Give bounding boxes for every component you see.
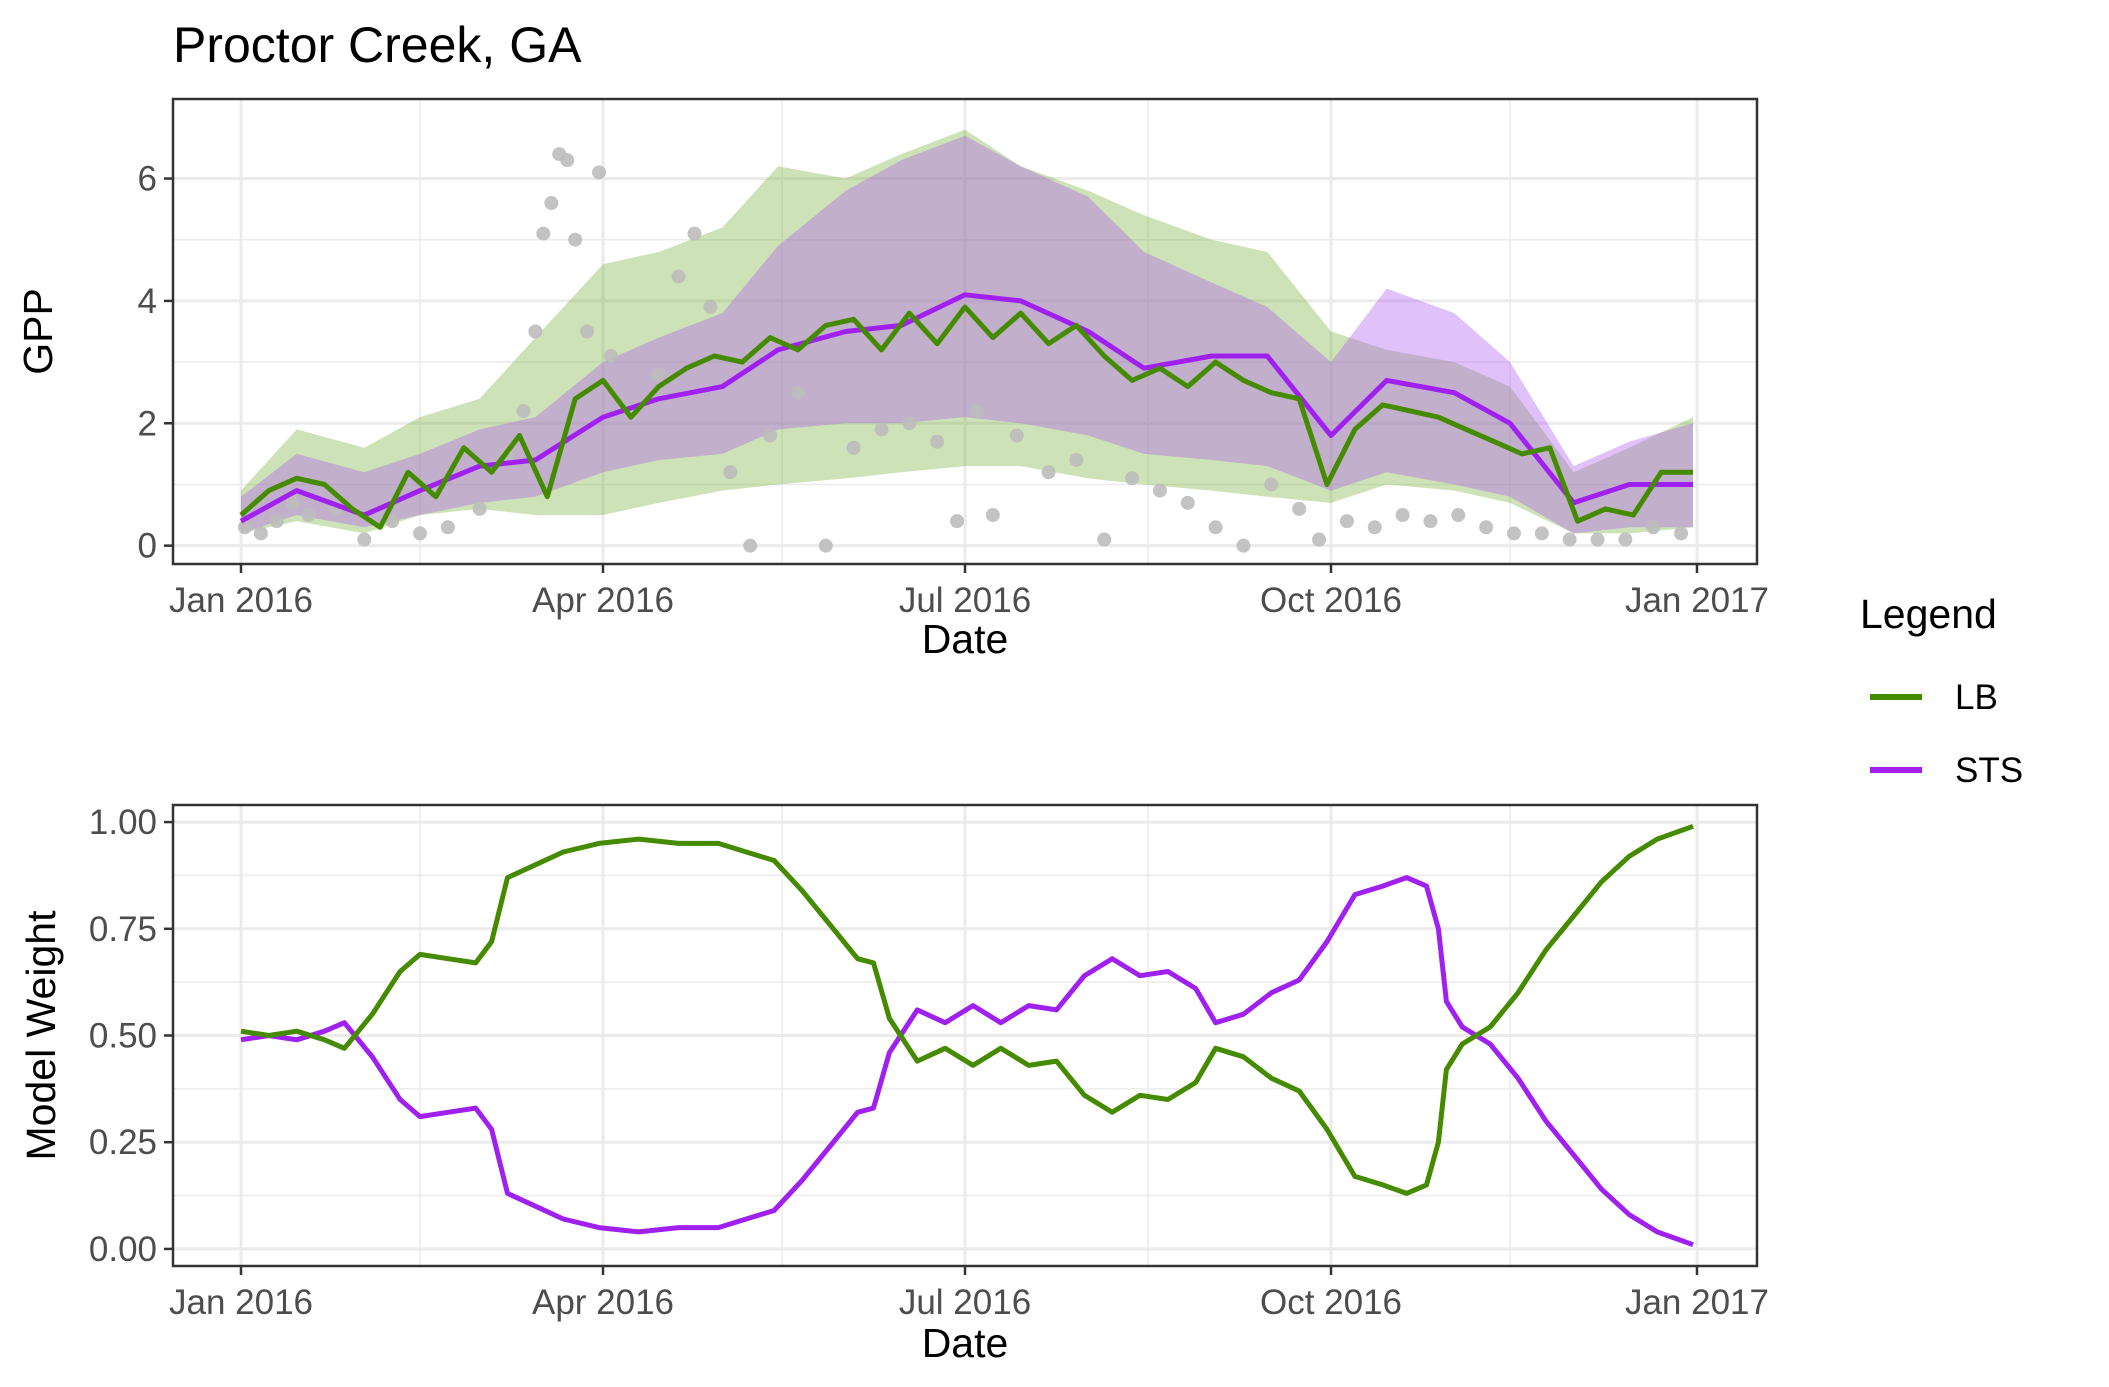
- observed-point: [385, 514, 400, 529]
- observed-point: [969, 404, 984, 419]
- observed-point: [1264, 477, 1279, 492]
- y-tick-label: 0: [138, 527, 157, 566]
- observed-point: [1069, 452, 1084, 467]
- observed-point: [285, 495, 300, 510]
- y-tick-label: 0.75: [89, 910, 157, 949]
- legend-label-lb: LB: [1955, 678, 1998, 717]
- observed-point: [560, 153, 575, 168]
- observed-point: [580, 324, 595, 339]
- x-axis-title: Date: [922, 616, 1009, 662]
- series-line-lb: [240, 823, 1694, 1196]
- observed-point: [544, 196, 559, 211]
- observed-point: [536, 226, 551, 241]
- observed-point: [930, 434, 945, 449]
- series-line-sts: [240, 875, 1694, 1248]
- observed-point: [1674, 526, 1689, 541]
- observed-point: [1367, 520, 1382, 535]
- observed-point: [874, 422, 889, 437]
- observed-point: [1152, 483, 1167, 498]
- legend-label-sts: STS: [1955, 751, 2023, 790]
- observed-point: [301, 508, 316, 523]
- x-tick-label: Apr 2016: [532, 1283, 674, 1322]
- observed-point: [1562, 532, 1577, 547]
- observed-point: [516, 404, 531, 419]
- x-tick-label: Jan 2016: [169, 581, 313, 620]
- legend: Legend LB STS: [1860, 591, 2023, 790]
- observed-point: [1125, 471, 1140, 486]
- observed-point: [472, 501, 487, 516]
- observed-point: [1208, 520, 1223, 535]
- observed-point: [1009, 428, 1024, 443]
- observed-point: [253, 526, 268, 541]
- observed-point: [1395, 508, 1410, 523]
- observed-point: [985, 508, 1000, 523]
- observed-point: [357, 532, 372, 547]
- gpp-panel: Jan 2016 Apr 2016 Jul 2016 Oct 2016 Jan 2017…: [15, 97, 1769, 662]
- x-tick-label: Apr 2016: [532, 581, 674, 620]
- observed-point: [723, 465, 738, 480]
- x-tick-label: Jan 2017: [1625, 1283, 1769, 1322]
- observed-point: [950, 514, 965, 529]
- observed-point: [1451, 508, 1466, 523]
- observed-point: [603, 348, 618, 363]
- y-tick-label: 1.00: [89, 803, 157, 842]
- observed-point: [902, 416, 917, 431]
- y-tick-label: 0.25: [89, 1123, 157, 1162]
- panel-border: [171, 97, 1759, 566]
- panel-border: [171, 803, 1759, 1268]
- observed-point: [1506, 526, 1521, 541]
- observed-point: [1180, 495, 1195, 510]
- observed-point: [1646, 520, 1661, 535]
- legend-title: Legend: [1860, 591, 1997, 637]
- observed-point: [1423, 514, 1438, 529]
- observed-point: [1590, 532, 1605, 547]
- x-axis-title: Date: [922, 1320, 1009, 1366]
- y-tick-label: 6: [138, 160, 157, 199]
- x-tick-label: Oct 2016: [1260, 581, 1402, 620]
- x-tick-label: Jan 2017: [1625, 581, 1769, 620]
- observed-point: [1292, 501, 1307, 516]
- observed-point: [413, 526, 428, 541]
- y-tick-label: 0.00: [89, 1230, 157, 1269]
- x-tick-label: Jul 2016: [899, 1283, 1031, 1322]
- observed-point: [528, 324, 543, 339]
- observed-point: [703, 300, 718, 315]
- x-tick-label: Jan 2016: [169, 1283, 313, 1322]
- observed-point: [671, 269, 686, 284]
- observed-point: [651, 367, 666, 382]
- observed-point: [568, 232, 583, 247]
- observed-point: [1339, 514, 1354, 529]
- y-axis-title: GPP: [15, 288, 61, 375]
- observed-point: [1236, 538, 1251, 553]
- x-tick-label: Oct 2016: [1260, 1283, 1402, 1322]
- observed-point: [763, 428, 778, 443]
- observed-point: [592, 165, 607, 180]
- y-tick-label: 2: [138, 404, 157, 443]
- observed-point: [846, 440, 861, 455]
- y-tick-label: 4: [138, 282, 157, 321]
- observed-point: [237, 520, 252, 535]
- observed-point: [269, 514, 284, 529]
- observed-point: [743, 538, 758, 553]
- x-tick-label: Jul 2016: [899, 581, 1031, 620]
- observed-point: [1479, 520, 1494, 535]
- observed-point: [818, 538, 833, 553]
- y-axis-title: Model Weight: [18, 910, 64, 1161]
- observed-point: [440, 520, 455, 535]
- observed-point: [1534, 526, 1549, 541]
- series-line-sts: [239, 292, 1693, 524]
- observed-point: [1312, 532, 1327, 547]
- chart-title: Proctor Creek, GA: [173, 17, 582, 73]
- observed-point: [1097, 532, 1112, 547]
- observed-point: [1041, 465, 1056, 480]
- y-tick-label: 0.50: [89, 1017, 157, 1056]
- series-line-lb: [239, 304, 1693, 530]
- observed-point: [1618, 532, 1633, 547]
- observed-point: [687, 226, 702, 241]
- observed-point: [790, 385, 805, 400]
- model-weight-panel: Jan 2016 Apr 2016 Jul 2016 Oct 2016 Jan 2017…: [18, 803, 1769, 1366]
